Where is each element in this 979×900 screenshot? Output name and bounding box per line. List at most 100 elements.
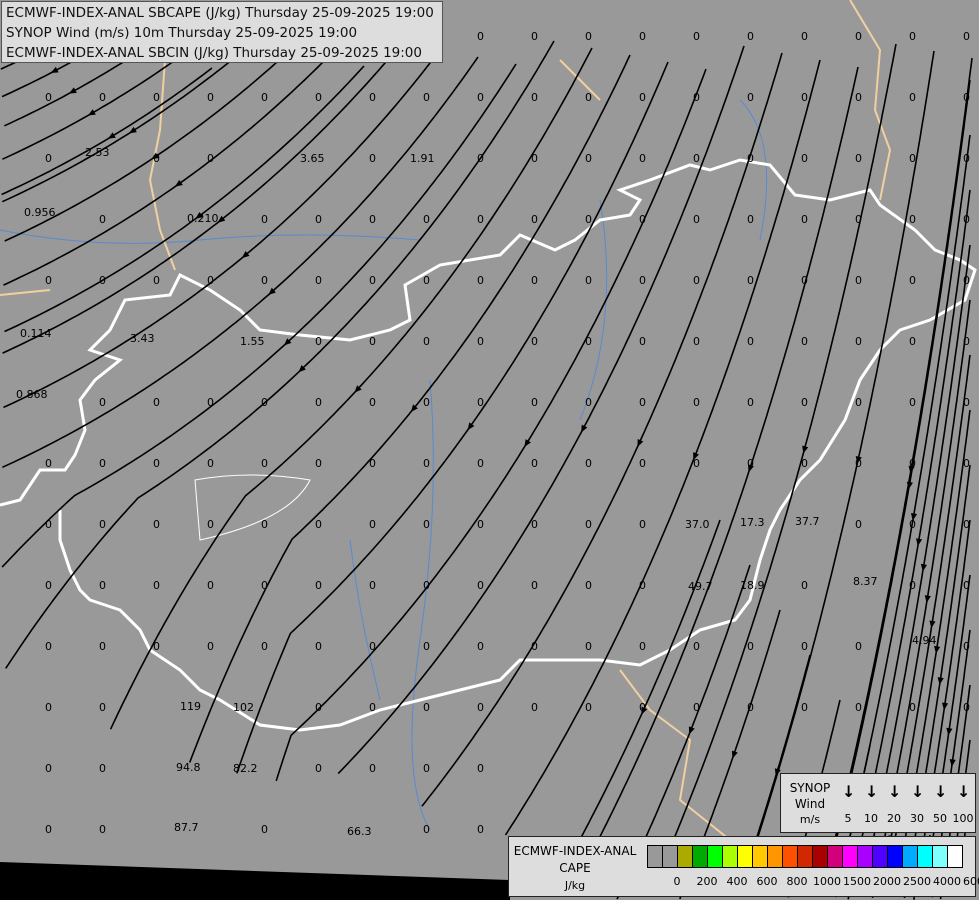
cape-label: 0 [423, 335, 430, 348]
title-wind: SYNOP Wind (m/s) 10m Thursday 25-09-2025… [6, 25, 358, 41]
cape-label: 0 [315, 457, 322, 470]
cape-label: 0 [531, 640, 538, 653]
cape-label: 0 [531, 335, 538, 348]
synop-speed-label: 10 [864, 812, 878, 825]
cape-label: 0 [261, 396, 268, 409]
streamline-arrow [641, 706, 648, 715]
cape-tick-label: 200 [696, 875, 718, 888]
color-swatch [918, 846, 933, 867]
streamline-arrow [174, 179, 183, 187]
cape-color-legend: ECMWF-INDEX-ANAL CAPE J/kg 0 200 400 600 800… [508, 836, 979, 897]
cape-label: 0 [99, 518, 106, 531]
cape-label: 3.65 [300, 152, 325, 165]
cape-label: 0 [693, 457, 700, 470]
cape-label: 0 [207, 518, 214, 531]
cape-label: 0 [477, 396, 484, 409]
cape-label: 0 [99, 457, 106, 470]
cape-label: 0 [207, 274, 214, 287]
cape-label: 0 [693, 274, 700, 287]
cape-label: 0 [207, 152, 214, 165]
synop-speed-label: 30 [910, 812, 924, 825]
cape-color-bar [647, 845, 963, 868]
cape-label: 0 [585, 579, 592, 592]
cape-label: 0 [153, 457, 160, 470]
streamline-arrow [283, 338, 292, 346]
cape-label: 8.37 [853, 575, 878, 588]
streamline-arrow [128, 126, 137, 134]
cape-label: 0 [477, 213, 484, 226]
streamline [2, 56, 479, 469]
cape-label: 0 [423, 457, 430, 470]
cape-label: 0 [531, 91, 538, 104]
cape-label: 0 [477, 579, 484, 592]
cape-label: 0 [855, 274, 862, 287]
cape-label: 0 [747, 457, 754, 470]
cape-label: 0 [639, 152, 646, 165]
cape-label: 0 [45, 518, 52, 531]
streamline [668, 43, 897, 852]
color-swatch [708, 846, 723, 867]
streamline-arrow [68, 87, 77, 94]
color-swatch [723, 846, 738, 867]
streamline-arrow [731, 750, 738, 759]
cape-label: 0 [45, 152, 52, 165]
streamline-arrow [924, 595, 931, 603]
cape-label: 0 [747, 274, 754, 287]
cape-label: 0 [693, 152, 700, 165]
color-swatch [663, 846, 678, 867]
cape-label: 0 [909, 274, 916, 287]
streamline-arrow [802, 445, 809, 454]
streamline-arrow [268, 287, 276, 295]
cape-tick-label: 1000 [813, 875, 841, 888]
cape-label: 0 [99, 762, 106, 775]
cape-label: 0 [639, 274, 646, 287]
cape-label: 0 [801, 91, 808, 104]
streamline-arrow [87, 109, 96, 116]
cape-label: 0.114 [20, 327, 52, 340]
cape-label: 0 [855, 701, 862, 714]
cape-label: 0 [639, 396, 646, 409]
cape-label: 0 [207, 640, 214, 653]
synop-speed-label: 20 [887, 812, 901, 825]
streamline-arrow [107, 132, 116, 139]
cape-label: 1.55 [240, 335, 265, 348]
cape-label: 66.3 [347, 825, 372, 838]
streamline-arrow [354, 385, 362, 393]
cape-label: 0 [45, 640, 52, 653]
streamline-arrow [920, 563, 928, 572]
cape-label: 0 [369, 213, 376, 226]
cape-label: 0 [963, 335, 970, 348]
cape-label: 0 [963, 518, 970, 531]
cape-label: 0 [963, 701, 970, 714]
cape-label: 0 [423, 274, 430, 287]
cape-label: 0 [909, 579, 916, 592]
cape-label: 0 [45, 274, 52, 287]
cape-label: 0 [423, 701, 430, 714]
cape-label: 0 [369, 579, 376, 592]
cape-label: 0 [909, 152, 916, 165]
cape-label: 0 [693, 335, 700, 348]
cape-label: 0 [693, 30, 700, 43]
streamline [275, 68, 707, 782]
out-of-domain-area [0, 862, 510, 900]
cape-label: 0 [963, 457, 970, 470]
cape-label: 0 [99, 701, 106, 714]
cape-label: 0 [477, 518, 484, 531]
cape-label: 0 [855, 152, 862, 165]
streamline-arrow [941, 702, 949, 711]
cape-tick-label: 800 [786, 875, 808, 888]
cape-label: 0 [45, 823, 52, 836]
cape-label: 0.956 [24, 206, 56, 219]
wind-arrow-down-icon: ↓ [934, 782, 948, 801]
streamline-arrow [855, 455, 862, 464]
cape-label: 0 [531, 457, 538, 470]
streamline-arrow [410, 404, 418, 413]
cape-label: 0 [531, 152, 538, 165]
cape-label: 0 [909, 518, 916, 531]
cape-label: 0 [585, 701, 592, 714]
cape-label: 0 [963, 640, 970, 653]
cape-label: 0 [747, 91, 754, 104]
streamline-arrow [524, 439, 531, 447]
cape-label: 0 [261, 823, 268, 836]
